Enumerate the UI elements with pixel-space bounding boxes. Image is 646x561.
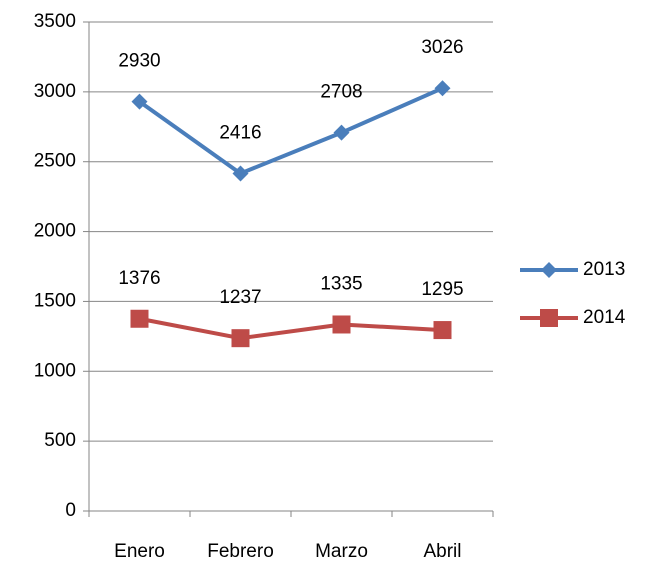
y-tick-label: 500 bbox=[44, 430, 76, 451]
x-tick-label: Enero bbox=[114, 541, 165, 561]
y-tick-label: 3000 bbox=[34, 81, 76, 102]
y-tick-label: 0 bbox=[65, 500, 76, 521]
data-label: 2930 bbox=[118, 51, 160, 72]
legend-label: 2013 bbox=[583, 259, 625, 280]
y-tick-label: 3500 bbox=[34, 11, 76, 32]
y-tick-label: 2000 bbox=[34, 221, 76, 242]
x-tick-label: Marzo bbox=[315, 541, 368, 561]
data-point bbox=[434, 80, 451, 97]
series-line bbox=[138, 86, 444, 176]
legend-marker bbox=[540, 309, 558, 327]
data-label: 1335 bbox=[320, 273, 362, 294]
data-point bbox=[131, 93, 148, 110]
data-label: 1376 bbox=[118, 268, 160, 289]
data-label: 2708 bbox=[320, 82, 362, 103]
y-tick-label: 1500 bbox=[34, 290, 76, 311]
y-tick-label: 2500 bbox=[34, 151, 76, 172]
x-tick-label: Abril bbox=[423, 541, 461, 561]
legend-marker bbox=[541, 262, 557, 278]
data-point bbox=[333, 124, 350, 141]
data-point bbox=[231, 329, 250, 348]
data-label: 2416 bbox=[219, 122, 261, 143]
y-tick-label: 1000 bbox=[34, 360, 76, 381]
data-label: 1237 bbox=[219, 287, 261, 308]
data-label: 3026 bbox=[421, 37, 463, 58]
legend-label: 2014 bbox=[583, 307, 626, 328]
data-point bbox=[130, 309, 149, 328]
data-point bbox=[232, 165, 249, 182]
x-tick-label: Febrero bbox=[207, 541, 274, 561]
data-point bbox=[433, 321, 452, 340]
data-label: 1295 bbox=[421, 279, 463, 300]
data-point bbox=[332, 315, 351, 334]
series-line bbox=[139, 316, 443, 341]
